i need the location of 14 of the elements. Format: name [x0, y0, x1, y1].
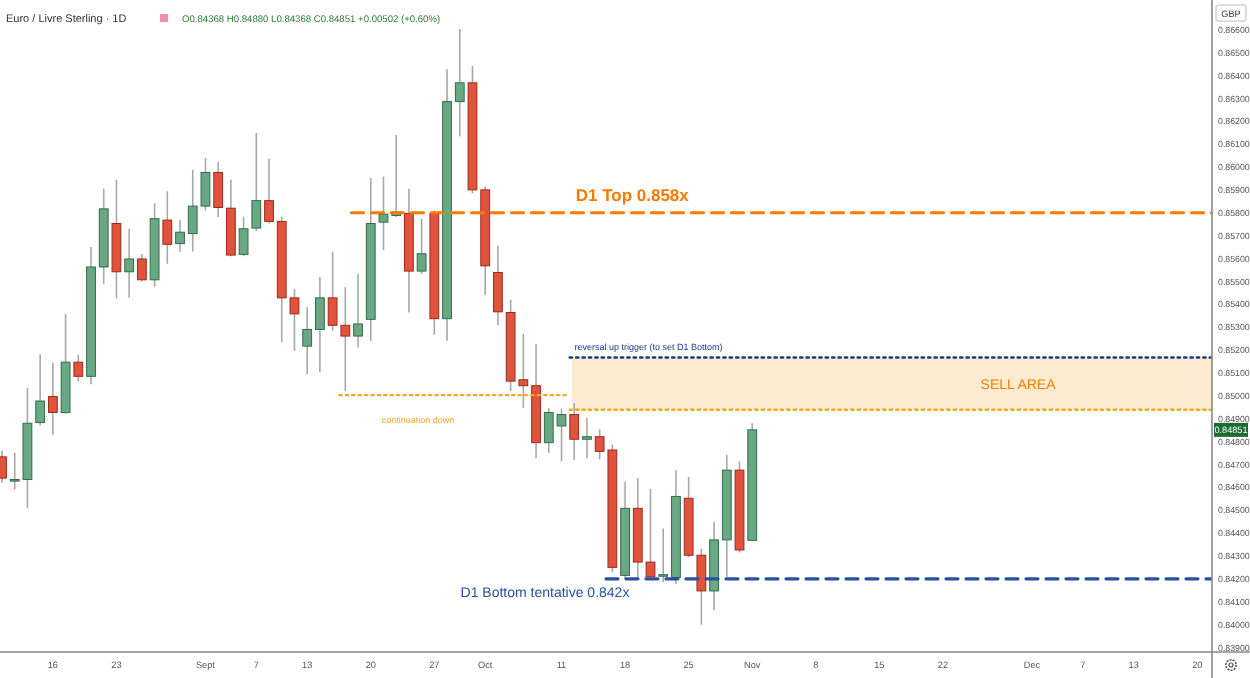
candlestick — [569, 402, 580, 461]
candlestick — [493, 244, 503, 327]
ref-line-label: D1 Top 0.858x — [575, 184, 690, 205]
candlestick — [225, 179, 236, 258]
candlestick — [162, 190, 173, 265]
candlestick — [124, 227, 135, 299]
candlestick — [136, 253, 147, 283]
candlestick — [416, 217, 427, 275]
candlestick — [353, 273, 363, 349]
candlestick — [47, 362, 58, 436]
candlestick — [73, 353, 84, 382]
candlestick — [582, 417, 592, 460]
candlestick — [213, 160, 224, 218]
candlestick — [35, 353, 46, 427]
